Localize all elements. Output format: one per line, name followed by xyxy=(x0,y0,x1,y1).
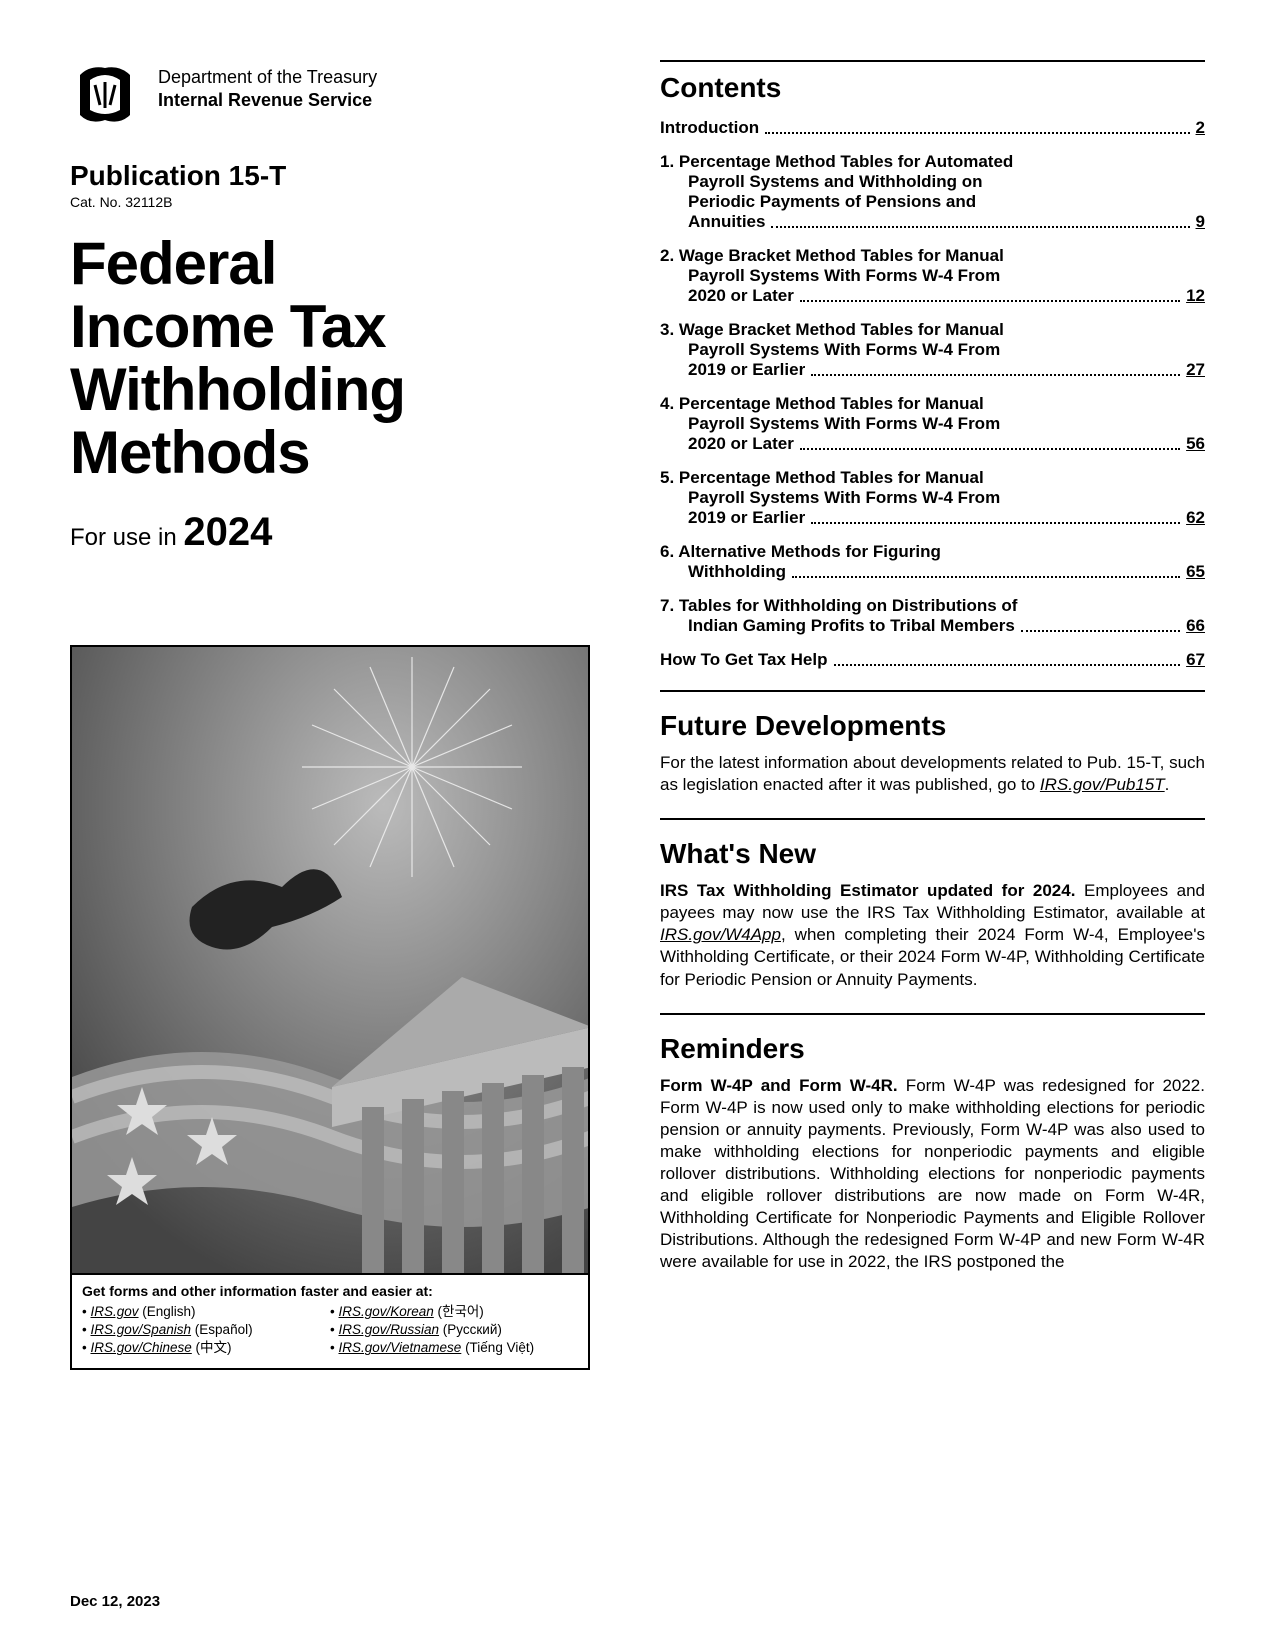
toc-entry[interactable]: 1. Percentage Method Tables for Automate… xyxy=(660,152,1205,232)
reminders-heading: Reminders xyxy=(660,1033,1205,1065)
language-link[interactable]: • IRS.gov (English) xyxy=(82,1303,330,1321)
toc-page-number[interactable]: 2 xyxy=(1196,118,1205,138)
pub15t-link[interactable]: IRS.gov/Pub15T xyxy=(1040,775,1165,794)
toc-page-number[interactable]: 12 xyxy=(1186,286,1205,306)
toc-page-number[interactable]: 67 xyxy=(1186,650,1205,670)
language-link[interactable]: • IRS.gov/Korean (한국어) xyxy=(330,1303,578,1321)
w4app-link[interactable]: IRS.gov/W4App xyxy=(660,925,781,944)
toc-entry[interactable]: 2. Wage Bracket Method Tables for Manual… xyxy=(660,246,1205,306)
toc-page-number[interactable]: 9 xyxy=(1196,212,1205,232)
agency-header: Department of the Treasury Internal Reve… xyxy=(70,60,600,130)
language-link[interactable]: • IRS.gov/Russian (Pусский) xyxy=(330,1321,578,1339)
toc-entry[interactable]: 6. Alternative Methods for FiguringWithh… xyxy=(660,542,1205,582)
left-column: Department of the Treasury Internal Reve… xyxy=(70,60,600,1563)
toc-page-number[interactable]: 27 xyxy=(1186,360,1205,380)
cover-links-heading: Get forms and other information faster a… xyxy=(82,1283,578,1299)
language-link[interactable]: • IRS.gov/Vietnamese (Tiếng Việt) xyxy=(330,1339,578,1357)
catalog-number: Cat. No. 32112B xyxy=(70,194,600,210)
dept-line-1: Department of the Treasury xyxy=(158,66,377,89)
language-link[interactable]: • IRS.gov/Spanish (Español) xyxy=(82,1321,330,1339)
toc-entry[interactable]: 7. Tables for Withholding on Distributio… xyxy=(660,596,1205,636)
toc-page-number[interactable]: 66 xyxy=(1186,616,1205,636)
future-developments-body: For the latest information about develop… xyxy=(660,752,1205,796)
right-column: Contents Introduction2 1. Percentage Meth… xyxy=(660,60,1205,1563)
whats-new-heading: What's New xyxy=(660,838,1205,870)
toc-page-number[interactable]: 62 xyxy=(1186,508,1205,528)
whats-new-body: IRS Tax Withholding Estimator updated fo… xyxy=(660,880,1205,990)
toc-entry[interactable]: 4. Percentage Method Tables for ManualPa… xyxy=(660,394,1205,454)
toc-entry[interactable]: 3. Wage Bracket Method Tables for Manual… xyxy=(660,320,1205,380)
irs-eagle-logo-icon xyxy=(70,60,140,130)
reminders-body: Form W-4P and Form W-4R. Form W-4P was r… xyxy=(660,1075,1205,1274)
future-developments-heading: Future Developments xyxy=(660,710,1205,742)
for-use-year: For use in 2024 xyxy=(70,510,600,555)
toc-page-number[interactable]: 65 xyxy=(1186,562,1205,582)
footer-date: Dec 12, 2023 xyxy=(70,1593,1205,1610)
toc-entry[interactable]: Introduction2 xyxy=(660,118,1205,138)
publication-number: Publication 15-T xyxy=(70,160,600,192)
toc-entry[interactable]: How To Get Tax Help67 xyxy=(660,650,1205,670)
document-title: Federal Income Tax Withholding Methods xyxy=(70,232,600,484)
toc-entry[interactable]: 5. Percentage Method Tables for ManualPa… xyxy=(660,468,1205,528)
table-of-contents: Introduction2 1. Percentage Method Tables… xyxy=(660,118,1205,684)
toc-page-number[interactable]: 56 xyxy=(1186,434,1205,454)
dept-line-2: Internal Revenue Service xyxy=(158,89,377,112)
cover-illustration xyxy=(70,645,590,1275)
language-link[interactable]: • IRS.gov/Chinese (中文) xyxy=(82,1339,330,1357)
cover-links-box: Get forms and other information faster a… xyxy=(70,1275,590,1370)
contents-heading: Contents xyxy=(660,72,1205,104)
